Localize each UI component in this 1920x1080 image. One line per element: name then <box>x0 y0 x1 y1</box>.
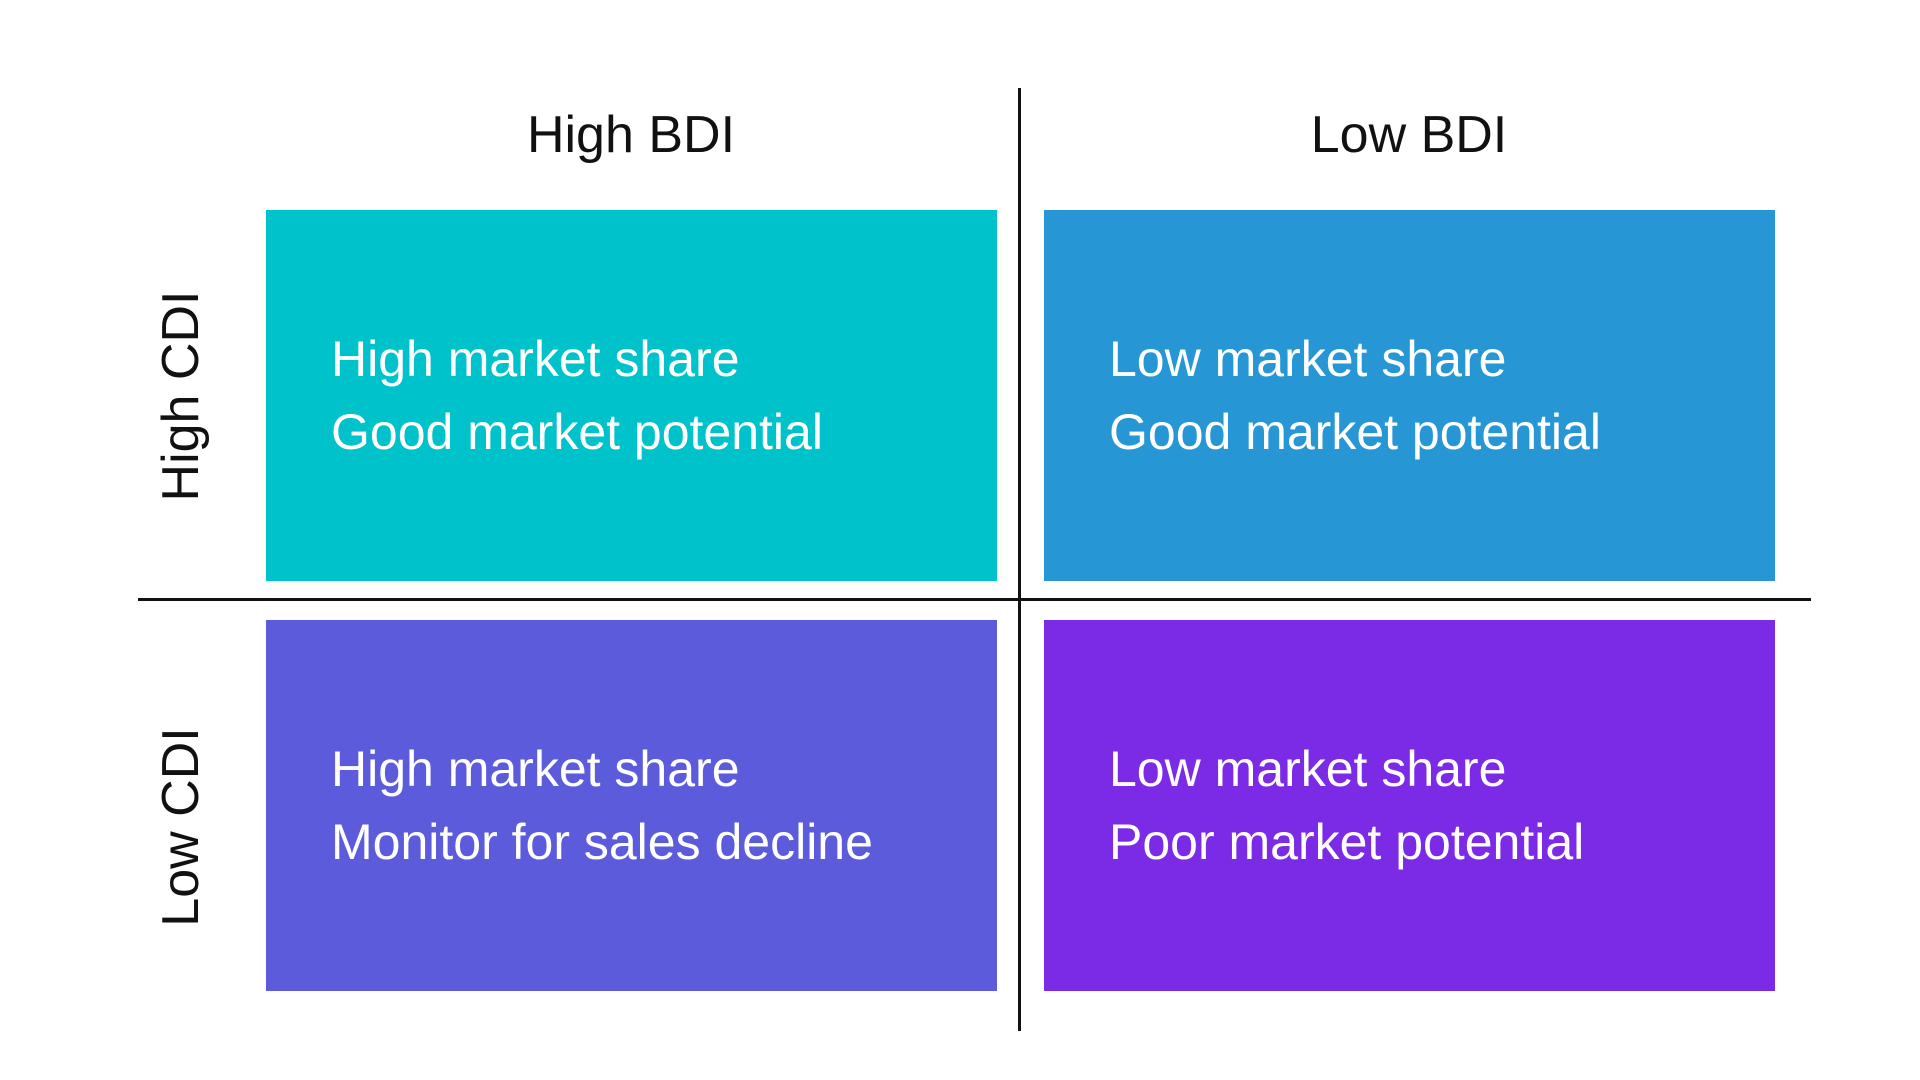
quadrant-line: High market share <box>331 740 740 797</box>
row-header-low-cdi: Low CDI <box>152 727 210 927</box>
horizontal-divider <box>138 598 1811 601</box>
quadrant-line: Low market share <box>1109 330 1507 387</box>
quadrant-low-bdi-low-cdi: Low market share Poor market potential <box>1044 620 1775 991</box>
quadrant-low-bdi-high-cdi: Low market share Good market potential <box>1044 210 1775 581</box>
quadrant-line: Good market potential <box>331 403 823 460</box>
column-header-high-bdi: High BDI <box>526 106 736 164</box>
quadrant-line: Good market potential <box>1109 403 1601 460</box>
quadrant-line: High market share <box>331 330 740 387</box>
vertical-divider <box>1018 88 1021 1031</box>
quadrant-line: Low market share <box>1109 740 1507 797</box>
row-header-high-cdi: High CDI <box>152 290 210 502</box>
quadrant-line: Poor market potential <box>1109 813 1585 870</box>
column-header-low-bdi: Low BDI <box>1310 106 1508 164</box>
quadrant-high-bdi-low-cdi: High market share Monitor for sales decl… <box>266 620 997 991</box>
quadrant-line: Monitor for sales decline <box>331 813 873 870</box>
quadrant-high-bdi-high-cdi: High market share Good market potential <box>266 210 997 581</box>
